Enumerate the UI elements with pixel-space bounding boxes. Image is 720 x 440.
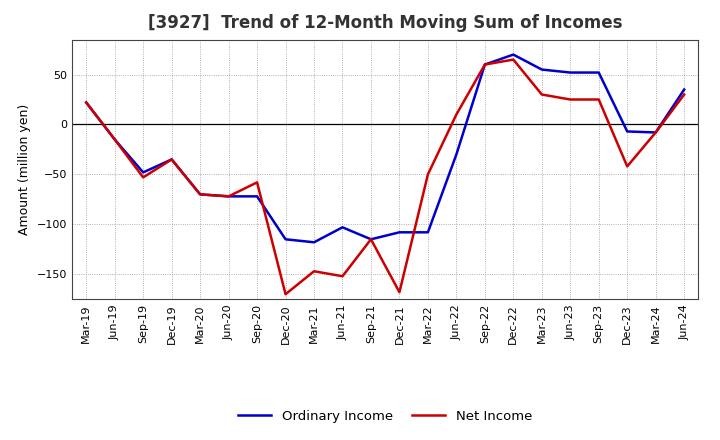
Net Income: [623, 164, 631, 169]
Y-axis label: Amount (million yen): Amount (million yen): [18, 104, 31, 235]
Net Income: [537, 92, 546, 97]
Ordinary Income: [566, 70, 575, 75]
Ordinary Income: [167, 157, 176, 162]
Ordinary Income: [225, 194, 233, 199]
Net Income: [110, 137, 119, 142]
Net Income: [310, 268, 318, 274]
Net Income: [595, 97, 603, 102]
Ordinary Income: [338, 225, 347, 230]
Ordinary Income: [509, 52, 518, 57]
Net Income: [509, 57, 518, 62]
Net Income: [366, 237, 375, 242]
Net Income: [680, 92, 688, 97]
Net Income: [167, 157, 176, 162]
Ordinary Income: [395, 230, 404, 235]
Net Income: [652, 130, 660, 135]
Ordinary Income: [623, 129, 631, 134]
Ordinary Income: [310, 240, 318, 245]
Net Income: [225, 194, 233, 199]
Ordinary Income: [82, 100, 91, 105]
Ordinary Income: [652, 130, 660, 135]
Line: Net Income: Net Income: [86, 59, 684, 294]
Net Income: [282, 292, 290, 297]
Net Income: [253, 180, 261, 185]
Net Income: [452, 112, 461, 117]
Ordinary Income: [253, 194, 261, 199]
Legend: Ordinary Income, Net Income: Ordinary Income, Net Income: [233, 404, 538, 428]
Net Income: [82, 100, 91, 105]
Ordinary Income: [139, 170, 148, 175]
Net Income: [395, 290, 404, 295]
Ordinary Income: [480, 62, 489, 67]
Net Income: [196, 192, 204, 197]
Net Income: [480, 62, 489, 67]
Title: [3927]  Trend of 12-Month Moving Sum of Incomes: [3927] Trend of 12-Month Moving Sum of I…: [148, 15, 623, 33]
Net Income: [423, 172, 432, 177]
Ordinary Income: [423, 230, 432, 235]
Ordinary Income: [452, 152, 461, 157]
Ordinary Income: [680, 87, 688, 92]
Ordinary Income: [537, 67, 546, 72]
Line: Ordinary Income: Ordinary Income: [86, 55, 684, 242]
Ordinary Income: [282, 237, 290, 242]
Net Income: [338, 274, 347, 279]
Ordinary Income: [366, 237, 375, 242]
Net Income: [566, 97, 575, 102]
Ordinary Income: [196, 192, 204, 197]
Ordinary Income: [595, 70, 603, 75]
Net Income: [139, 175, 148, 180]
Ordinary Income: [110, 137, 119, 142]
